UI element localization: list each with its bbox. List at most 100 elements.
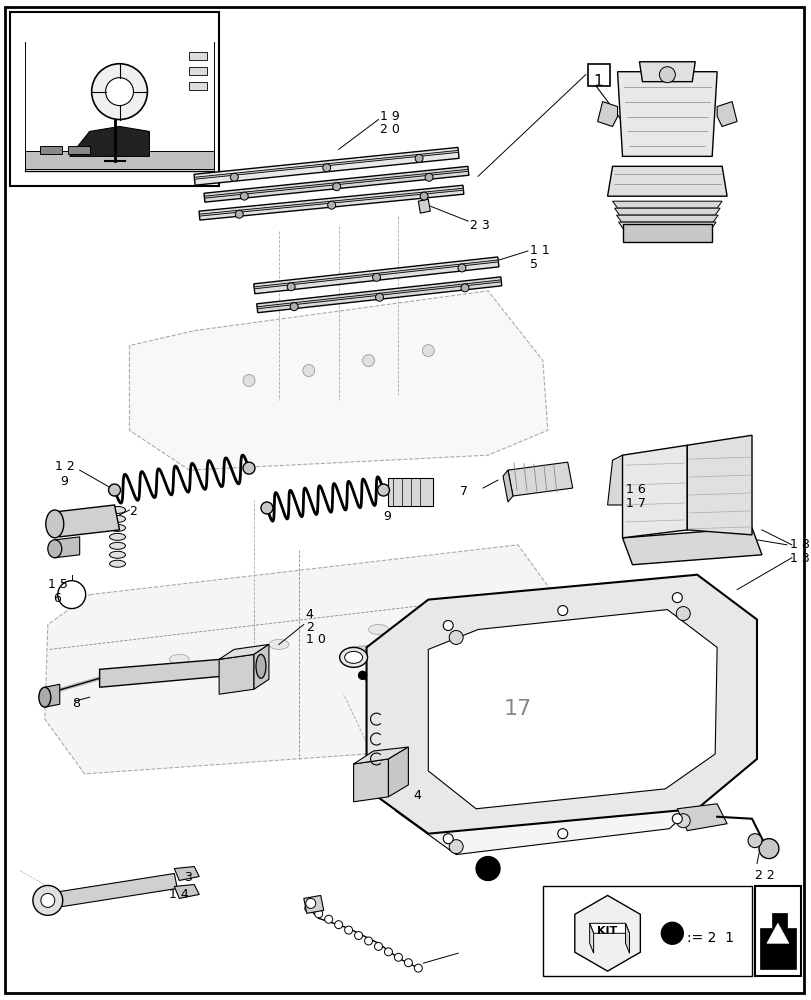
Polygon shape: [254, 257, 498, 294]
Polygon shape: [254, 644, 268, 689]
Circle shape: [422, 345, 434, 357]
Circle shape: [443, 834, 453, 844]
Bar: [543, 886, 751, 976]
Polygon shape: [686, 435, 751, 535]
Ellipse shape: [339, 647, 367, 667]
Bar: [754, 886, 800, 976]
Text: := 2  1: := 2 1: [686, 931, 733, 945]
Polygon shape: [174, 884, 199, 898]
Circle shape: [557, 829, 567, 839]
Polygon shape: [716, 102, 736, 126]
Circle shape: [242, 374, 255, 386]
Ellipse shape: [109, 560, 126, 567]
Circle shape: [32, 885, 62, 915]
Polygon shape: [589, 923, 629, 933]
Ellipse shape: [457, 610, 478, 620]
Polygon shape: [241, 653, 260, 679]
Polygon shape: [388, 747, 408, 797]
Polygon shape: [616, 215, 717, 222]
Circle shape: [41, 893, 54, 907]
Circle shape: [92, 64, 148, 120]
Polygon shape: [174, 867, 199, 880]
Polygon shape: [303, 895, 324, 913]
Polygon shape: [574, 895, 640, 971]
Circle shape: [322, 164, 330, 172]
Polygon shape: [199, 185, 463, 220]
Polygon shape: [676, 804, 726, 831]
Polygon shape: [366, 575, 756, 834]
Polygon shape: [219, 644, 268, 659]
Circle shape: [448, 840, 462, 854]
Polygon shape: [622, 528, 761, 565]
Polygon shape: [254, 260, 498, 289]
Ellipse shape: [109, 524, 126, 531]
Polygon shape: [614, 208, 719, 215]
Polygon shape: [204, 169, 468, 198]
Polygon shape: [427, 610, 716, 809]
Text: 1 5: 1 5: [48, 578, 67, 591]
Text: 1 1: 1 1: [530, 244, 549, 257]
Polygon shape: [589, 923, 593, 953]
Circle shape: [394, 953, 402, 961]
Ellipse shape: [109, 542, 126, 549]
Text: 4: 4: [306, 608, 313, 621]
Text: 1 6: 1 6: [624, 483, 645, 496]
Polygon shape: [194, 147, 458, 185]
Circle shape: [448, 630, 462, 644]
Bar: [388, 478, 433, 506]
Text: 2 3: 2 3: [470, 219, 489, 232]
Polygon shape: [639, 62, 694, 82]
Ellipse shape: [48, 540, 62, 558]
Circle shape: [659, 67, 675, 83]
Polygon shape: [54, 537, 79, 558]
Bar: [40, 146, 62, 154]
Ellipse shape: [39, 687, 51, 707]
Polygon shape: [129, 291, 547, 470]
Bar: [189, 67, 207, 75]
Polygon shape: [617, 72, 716, 156]
Text: 1 0: 1 0: [306, 633, 325, 646]
Text: 9: 9: [383, 510, 391, 523]
Text: 8: 8: [71, 697, 79, 710]
Circle shape: [242, 462, 255, 474]
Circle shape: [303, 365, 315, 376]
Circle shape: [333, 183, 341, 191]
Circle shape: [404, 959, 412, 967]
Circle shape: [377, 484, 389, 496]
Circle shape: [676, 814, 689, 828]
Circle shape: [105, 78, 133, 106]
Circle shape: [58, 581, 85, 609]
Text: 1 9: 1 9: [380, 110, 400, 123]
Polygon shape: [759, 913, 795, 969]
Circle shape: [676, 607, 689, 621]
Text: 6: 6: [53, 592, 61, 605]
Circle shape: [672, 814, 681, 824]
Polygon shape: [45, 545, 557, 774]
Polygon shape: [508, 462, 572, 496]
Circle shape: [358, 671, 366, 679]
Circle shape: [306, 898, 315, 908]
Text: KIT: KIT: [597, 926, 617, 936]
Bar: [189, 82, 207, 90]
Polygon shape: [624, 923, 629, 953]
Circle shape: [414, 154, 423, 162]
Circle shape: [109, 484, 120, 496]
Polygon shape: [100, 657, 244, 687]
Polygon shape: [766, 923, 788, 943]
Polygon shape: [502, 470, 513, 502]
Circle shape: [758, 839, 778, 859]
Circle shape: [315, 910, 322, 918]
Ellipse shape: [109, 515, 126, 522]
Polygon shape: [395, 612, 726, 855]
Circle shape: [424, 173, 432, 181]
Polygon shape: [219, 654, 254, 694]
Circle shape: [364, 937, 372, 945]
Polygon shape: [607, 166, 726, 196]
Text: 4: 4: [413, 789, 421, 802]
Circle shape: [419, 192, 427, 200]
Polygon shape: [418, 199, 430, 213]
Polygon shape: [607, 455, 622, 505]
Circle shape: [304, 904, 312, 912]
Bar: [10, 12, 219, 186]
Ellipse shape: [496, 631, 509, 649]
